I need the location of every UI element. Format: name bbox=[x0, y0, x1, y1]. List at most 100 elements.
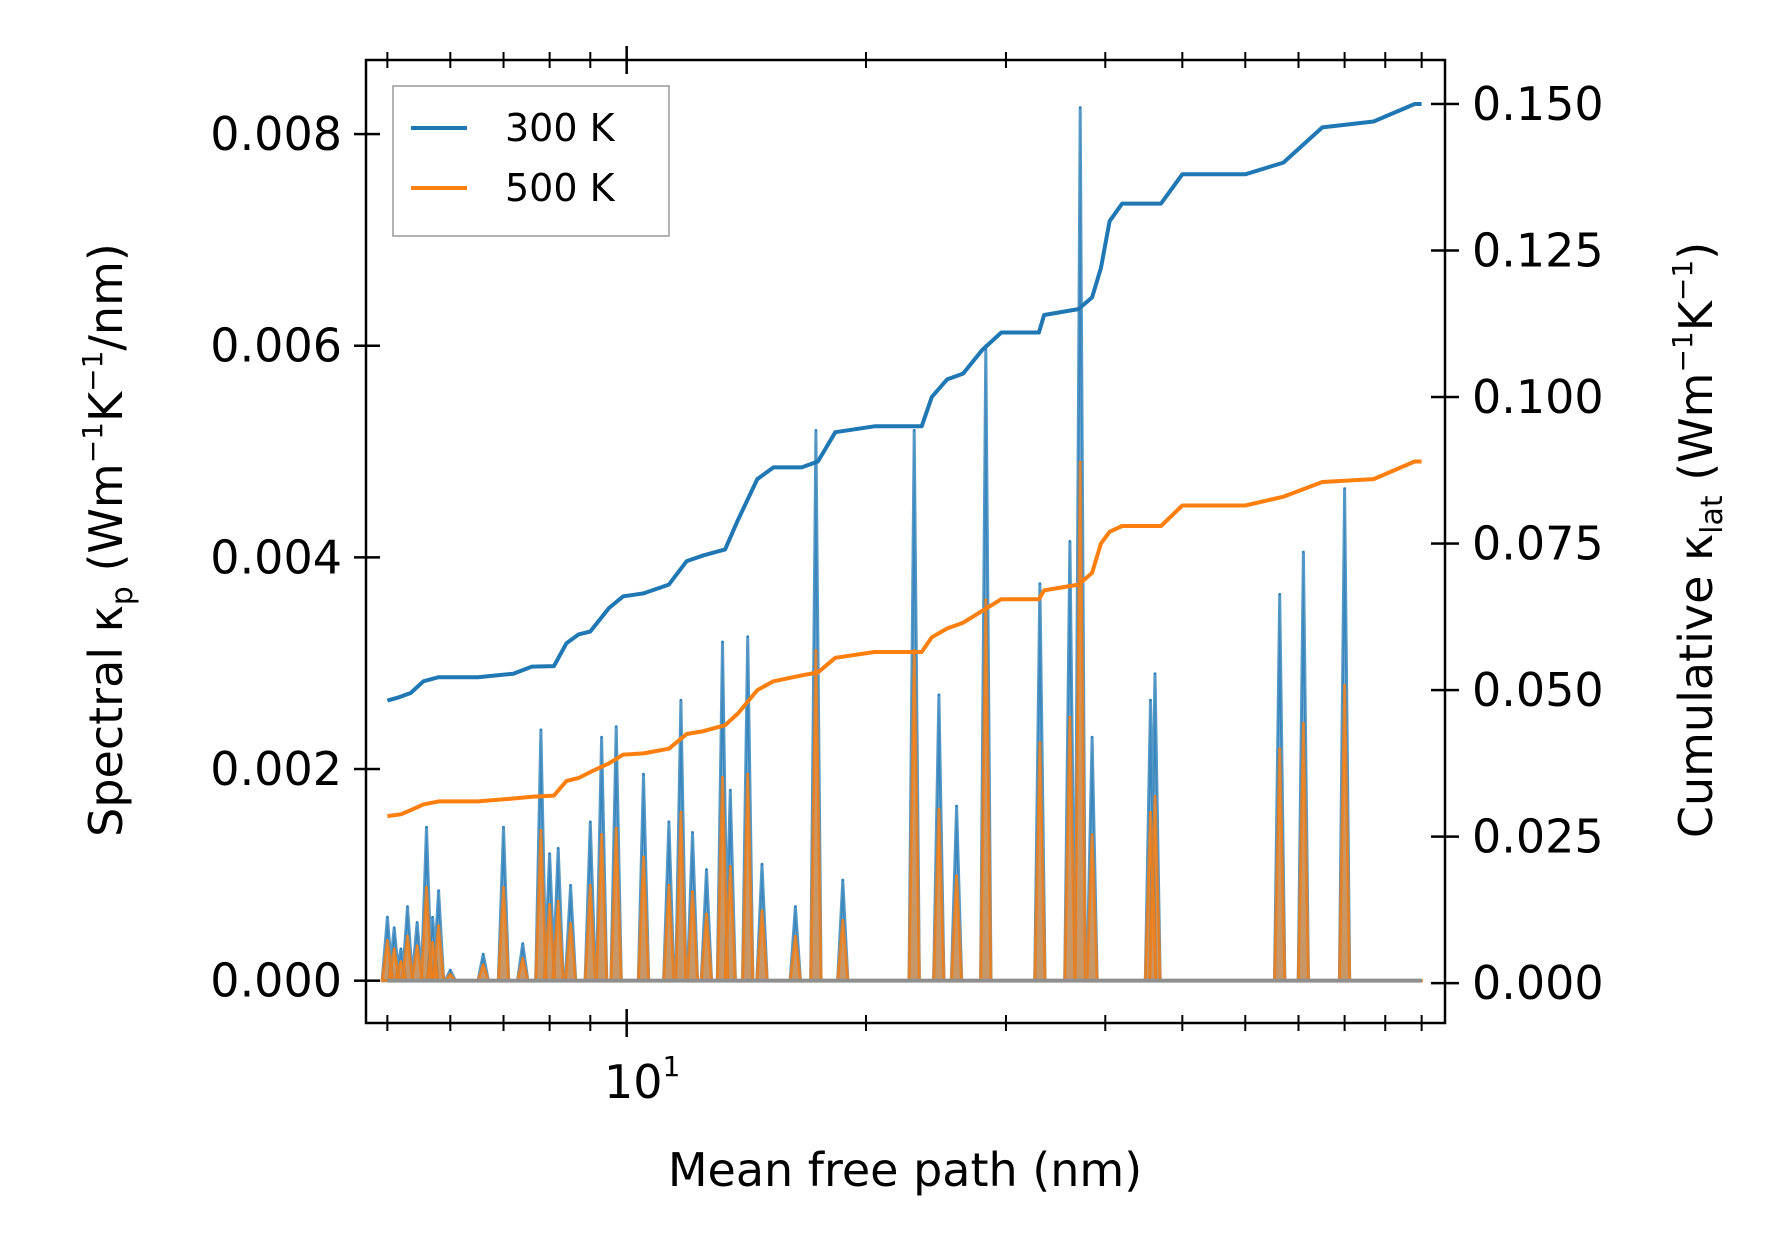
spectral-peak-300k-26 bbox=[746, 635, 749, 638]
spectral-peak-300k-18 bbox=[615, 725, 618, 728]
y-right-tick-label: 0.025 bbox=[1472, 810, 1604, 864]
x-tick-base: 10 bbox=[604, 1055, 663, 1109]
y-left-tick-label: 0.004 bbox=[210, 530, 342, 584]
legend-box bbox=[392, 85, 670, 237]
spectral-peak-300k-37 bbox=[1079, 106, 1082, 109]
spectral-peak-300k-4 bbox=[415, 921, 419, 924]
y-right-main: Cumulative κ bbox=[1669, 534, 1723, 838]
spectral-peak-500k-9 bbox=[482, 963, 485, 966]
y-right-tick-label: 0.125 bbox=[1472, 223, 1604, 277]
y-left-tick-label: 0.006 bbox=[210, 319, 342, 373]
x-tick-exponent: 1 bbox=[663, 1050, 681, 1083]
spectral-peak-300k-8 bbox=[449, 968, 452, 972]
spectral-peak-500k-27 bbox=[760, 909, 764, 912]
spectral-peak-500k-37 bbox=[1079, 460, 1082, 464]
y-right-mid: K bbox=[1669, 299, 1723, 331]
y-left-tick-label: 0.008 bbox=[210, 107, 342, 161]
spectral-peak-300k-21 bbox=[679, 699, 683, 702]
spectral-peak-500k-14 bbox=[557, 900, 560, 903]
spectral-peak-300k-7 bbox=[437, 889, 440, 892]
cumulative-line-300k bbox=[386, 102, 1422, 703]
y-right-tick-label: 0.100 bbox=[1472, 370, 1604, 424]
plot-frame bbox=[364, 58, 1447, 1025]
spectral-peak-300k-13 bbox=[548, 852, 551, 855]
spectral-peak-300k-38 bbox=[1090, 736, 1094, 739]
spectral-peak-500k-10 bbox=[502, 886, 505, 889]
spectral-peak-300k-16 bbox=[589, 820, 592, 824]
spectral-peak-500k-1 bbox=[393, 947, 396, 951]
spectral-peak-500k-38 bbox=[1090, 833, 1094, 836]
spectral-peak-500k-41 bbox=[1278, 747, 1281, 751]
spectral-peak-300k-14 bbox=[557, 847, 560, 850]
spectral-peak-300k-6 bbox=[431, 916, 434, 919]
spectral-peak-300k-15 bbox=[569, 884, 572, 887]
spectral-peak-300k-5 bbox=[425, 826, 428, 829]
spectral-peak-300k-17 bbox=[600, 736, 603, 739]
y-left-units-close: /nm) bbox=[79, 243, 133, 350]
spectral-peak-500k-3 bbox=[406, 935, 409, 938]
spectral-peak-300k-23 bbox=[705, 868, 708, 871]
spectral-peak-500k-34 bbox=[984, 598, 987, 601]
cumulative-line-500k bbox=[387, 459, 1422, 819]
y-axis-label-right: Cumulative κlat (Wm−1K−1) bbox=[1666, 242, 1730, 838]
spectral-peak-500k-15 bbox=[569, 922, 572, 925]
spectral-peak-500k-19 bbox=[642, 855, 645, 859]
x-tick-label-10: 101 bbox=[604, 1050, 680, 1109]
spectral-peak-500k-22 bbox=[691, 890, 694, 893]
spectral-peak-500k-39 bbox=[1149, 811, 1152, 814]
spectral-peak-300k-3 bbox=[406, 905, 409, 908]
y-left-main: Spectral κ bbox=[79, 605, 133, 837]
spectral-peak-500k-25 bbox=[729, 865, 732, 868]
y-right-tick-label: 0.150 bbox=[1472, 77, 1604, 131]
spectral-peak-300k-36 bbox=[1068, 540, 1072, 543]
spectral-peak-300k-33 bbox=[955, 804, 958, 808]
y-left-sub: p bbox=[105, 586, 140, 605]
axis-ticks bbox=[354, 46, 1459, 1037]
y-right-tick-label: 0.000 bbox=[1472, 956, 1604, 1010]
spectral-peak-500k-36 bbox=[1068, 716, 1072, 719]
spectral-peak-500k-16 bbox=[589, 884, 592, 887]
legend: 300 K 500 K bbox=[392, 85, 670, 237]
spectral-peak-500k-6 bbox=[431, 941, 434, 944]
spectral-peak-500k-29 bbox=[814, 649, 818, 652]
spectral-peak-500k-21 bbox=[679, 811, 683, 814]
y-right-units-open: (Wm bbox=[1669, 373, 1723, 496]
spectral-peak-500k-18 bbox=[615, 827, 618, 830]
spectral-peak-300k-20 bbox=[667, 820, 671, 824]
y-left-mid: K bbox=[79, 390, 133, 422]
legend-label-300k: 300 K bbox=[505, 106, 616, 150]
spectral-peak-500k-7 bbox=[437, 924, 440, 927]
spectral-peak-500k-2 bbox=[399, 960, 403, 963]
spectral-peak-300k-42 bbox=[1302, 550, 1305, 554]
spectral-peak-300k-0 bbox=[386, 916, 389, 919]
spectral-peak-500k-33 bbox=[955, 874, 958, 878]
y-right-units-close: ) bbox=[1669, 242, 1723, 260]
spectral-peak-500k-24 bbox=[721, 776, 724, 779]
spectral-peak-500k-32 bbox=[937, 808, 941, 811]
plot-area bbox=[380, 102, 1424, 983]
legend-label-500k: 500 K bbox=[505, 166, 616, 210]
spectral-peak-300k-19 bbox=[642, 773, 645, 776]
spectral-peak-300k-2 bbox=[399, 947, 403, 951]
y-right-exp1: −1 bbox=[1666, 331, 1699, 372]
spectral-peak-500k-40 bbox=[1153, 795, 1157, 798]
spectral-peak-300k-32 bbox=[937, 693, 941, 697]
spectral-peak-300k-30 bbox=[841, 878, 844, 882]
spectral-peak-300k-35 bbox=[1038, 582, 1042, 585]
spectral-peak-500k-43 bbox=[1343, 684, 1346, 687]
y-left-units-open: (Wm bbox=[79, 463, 133, 586]
spectral-peak-300k-41 bbox=[1278, 593, 1281, 596]
spectral-peak-500k-28 bbox=[794, 935, 797, 938]
spectral-peak-300k-9 bbox=[482, 953, 485, 956]
spectral-peak-300k-40 bbox=[1153, 672, 1157, 675]
spectral-peak-500k-35 bbox=[1038, 741, 1042, 744]
spectral-peak-500k-20 bbox=[667, 884, 671, 887]
y-right-exp2: −1 bbox=[1666, 260, 1699, 301]
x-axis-label: Mean free path (nm) bbox=[668, 1143, 1142, 1197]
y-left-exp1: −1 bbox=[76, 422, 109, 463]
y-right-sub: lat bbox=[1695, 495, 1730, 534]
spectral-peak-300k-43 bbox=[1343, 487, 1346, 490]
spectral-peak-300k-27 bbox=[760, 863, 764, 866]
y-axis-label-left: Spectral κp (Wm−1K−1/nm) bbox=[76, 243, 140, 837]
